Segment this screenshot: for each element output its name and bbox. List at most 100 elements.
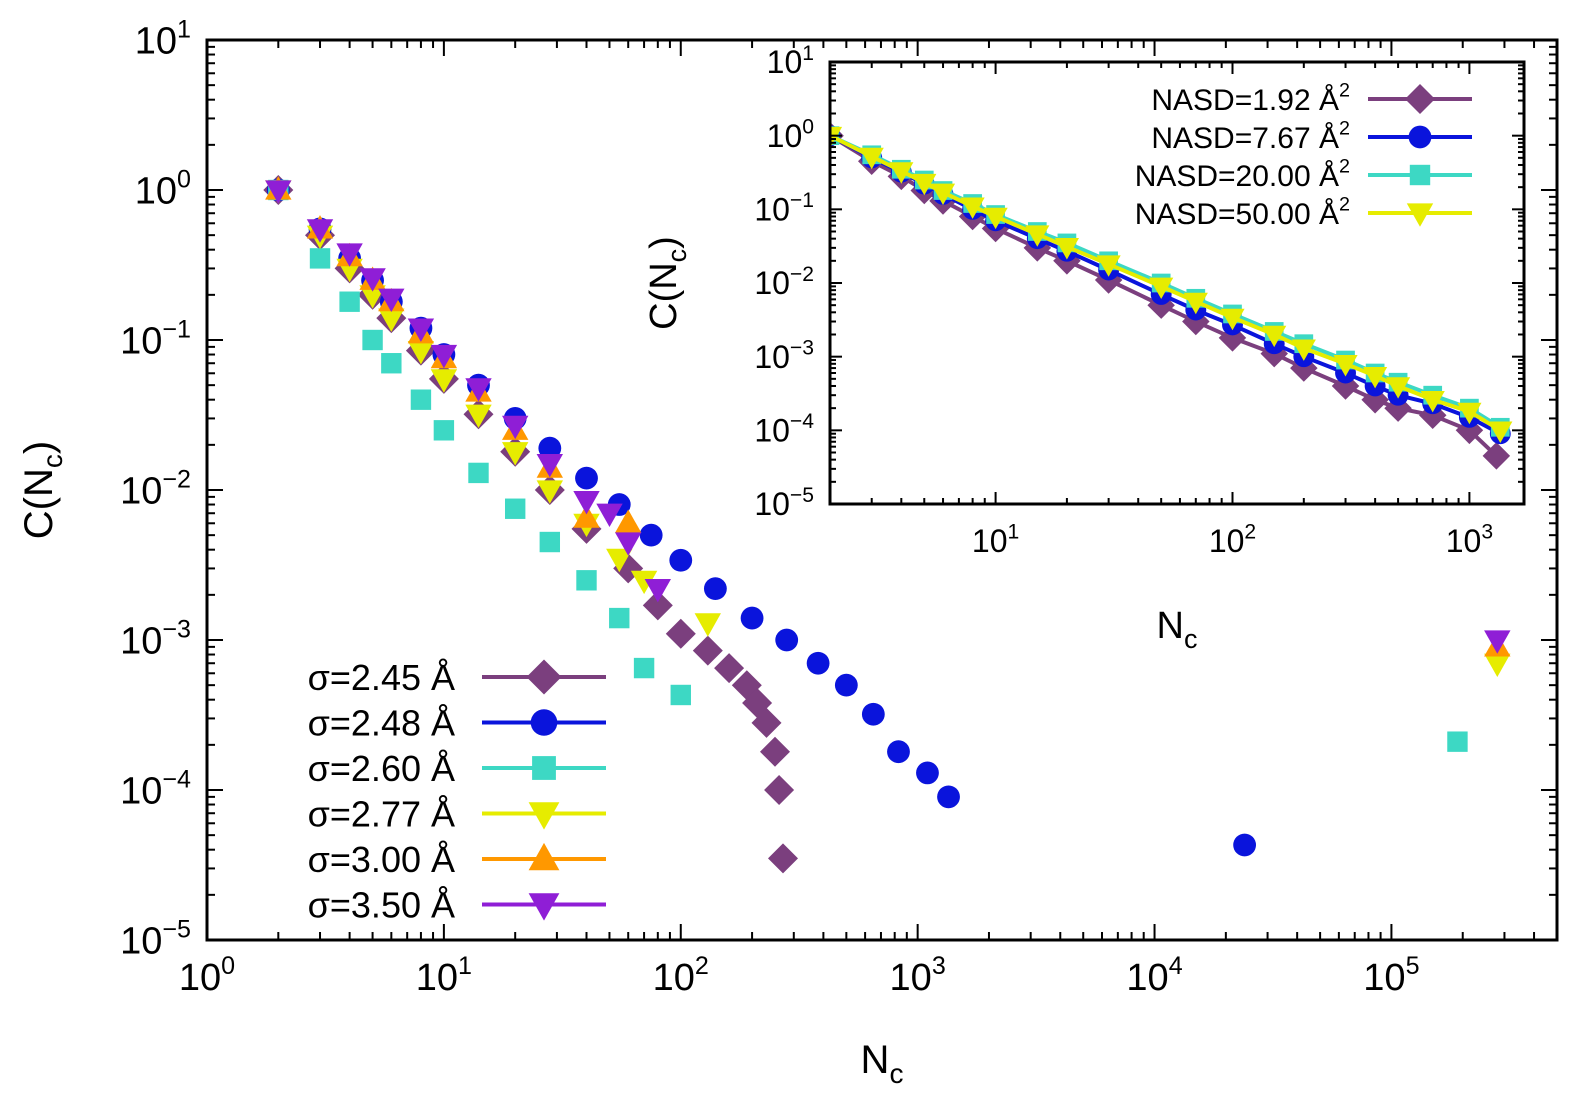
inset-legend-marker: [1405, 84, 1435, 114]
inset-data-point: [1096, 255, 1121, 277]
main-data-point: [502, 442, 529, 466]
main-legend-label: σ=3.50 Å: [308, 884, 455, 925]
main-legend-label: σ=2.77 Å: [308, 793, 455, 834]
main-data-point: [703, 577, 727, 601]
inset-y-tick-label: 10−1: [754, 189, 814, 227]
main-data-point: [536, 480, 563, 504]
main-data-point: [644, 579, 671, 603]
main-y-tick-label: 100: [135, 165, 191, 212]
main-x-tick-label: 104: [1126, 952, 1182, 999]
inset-data-point: [859, 147, 884, 170]
inset-legend-item: NASD=1.92 Å2: [1151, 79, 1472, 117]
main-data-point: [573, 504, 600, 528]
main-data-point: [407, 341, 435, 365]
main-data-point: [1484, 630, 1511, 654]
main-series-layer: [263, 175, 1511, 874]
main-data-point: [504, 498, 526, 519]
inset-legend-label: NASD=7.67 Å2: [1151, 117, 1350, 155]
main-x-axis-label: Nc: [861, 1038, 904, 1089]
main-data-point: [692, 635, 723, 666]
inset-legend-label: NASD=1.92 Å2: [1151, 79, 1350, 117]
main-data-point: [378, 288, 405, 312]
main-data-point: [937, 785, 960, 809]
main-data-point: [359, 285, 386, 309]
main-data-point: [306, 219, 334, 243]
inset-data-point: [912, 173, 937, 196]
main-data-point: [615, 532, 642, 556]
inset-tick-labels: 101 102 103 10−5 10−4 10−3 10−2 10−1 100 101: [754, 42, 1493, 559]
main-x-tick-label: 101: [416, 952, 472, 999]
inset-y-axis-label: C(Nc): [643, 236, 692, 330]
main-data-point: [309, 248, 331, 269]
main-x-tick-label: 102: [653, 952, 709, 999]
main-legend-label: σ=2.48 Å: [308, 702, 455, 743]
main-data-point: [465, 378, 492, 402]
inset-legend-label: NASD=50.00 Å2: [1135, 193, 1350, 231]
inset-data-point: [1025, 225, 1050, 247]
inset-legend-marker: [1406, 203, 1434, 227]
main-x-tick-label: 105: [1363, 952, 1419, 999]
inset-data-point: [983, 207, 1008, 230]
inset-y-tick-label: 10−2: [754, 263, 814, 301]
main-data-point: [916, 761, 939, 785]
main-data-point: [775, 628, 799, 652]
main-data-point: [575, 466, 598, 490]
main-data-point: [465, 404, 492, 428]
main-data-point: [760, 736, 790, 767]
main-data-point: [1447, 731, 1468, 752]
main-data-point: [764, 775, 795, 805]
inset-data-point: [830, 126, 843, 149]
main-data-point: [834, 673, 858, 697]
main-data-point: [502, 415, 529, 440]
main-data-point: [633, 657, 655, 679]
inset-legend-marker: [1408, 125, 1432, 149]
inset-y-tick-label: 10−4: [754, 410, 814, 448]
inset-axis-ticks: [829, 61, 1524, 505]
inset-data-point: [1220, 308, 1245, 331]
main-y-tick-label: 10−1: [120, 315, 191, 362]
main-data-point: [665, 618, 696, 649]
main-data-point: [430, 344, 458, 369]
main-data-point: [670, 684, 691, 706]
inset-legend-label: NASD=20.00 Å2: [1135, 155, 1350, 193]
inset-series-4: [830, 126, 1513, 443]
main-legend-label: σ=3.00 Å: [308, 839, 455, 880]
main-data-point: [468, 462, 489, 484]
main-plot: 100 101 102 103 104 10510−510−410−310−210−110…: [17, 15, 1559, 1089]
main-legend-item: σ=2.77 Å: [308, 793, 606, 834]
main-data-point: [630, 570, 658, 595]
main-data-point: [861, 702, 885, 726]
main-data-point: [740, 606, 764, 630]
main-y-tick-label: 10−3: [120, 615, 191, 662]
main-y-tick-label: 10−2: [120, 465, 191, 512]
main-data-point: [609, 607, 630, 629]
inset-data-point: [1262, 325, 1287, 348]
inset-data-point: [1149, 277, 1174, 299]
main-data-point: [1484, 653, 1511, 677]
inset-x-axis-label: Nc: [1157, 605, 1198, 654]
main-data-point: [407, 318, 435, 342]
main-data-point: [669, 548, 693, 572]
inset-data-point: [1386, 377, 1411, 399]
inset-data-point: [1482, 442, 1511, 470]
inset-x-tick-label: 101: [972, 521, 1019, 559]
main-data-point: [339, 291, 360, 312]
inset-legend-item: NASD=7.67 Å2: [1151, 117, 1472, 155]
main-data-point: [1233, 833, 1257, 857]
main-tick-labels: 100 101 102 103 104 105 10−5 10−4 10−3 10−2 10−1 10…: [120, 15, 1419, 999]
inset-data-point: [889, 162, 914, 184]
main-legend-item: σ=2.60 Å: [308, 748, 606, 789]
main-legend-marker: [526, 659, 562, 695]
main-data-point: [538, 436, 562, 460]
main-legend-item: σ=2.45 Å: [308, 657, 606, 698]
main-data-point: [573, 491, 600, 515]
inset-y-tick-label: 101: [767, 42, 814, 80]
inset-legend-item: NASD=50.00 Å2: [1135, 193, 1472, 231]
main-y-tick-label: 10−5: [120, 915, 191, 962]
inset-y-tick-label: 100: [767, 115, 814, 153]
main-data-point: [410, 389, 432, 410]
inset-data-point: [930, 183, 956, 205]
main-series-3: [268, 179, 1468, 752]
inset-x-tick-label: 102: [1209, 521, 1256, 559]
main-data-point: [378, 308, 405, 332]
